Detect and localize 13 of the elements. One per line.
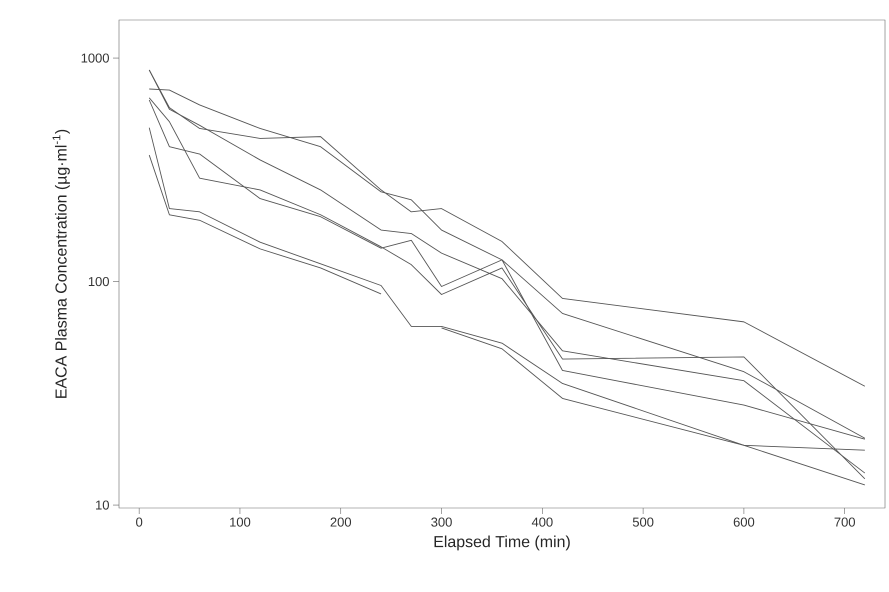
x-tick-label: 600 (734, 518, 754, 527)
x-tick-label: 200 (330, 518, 352, 527)
x-tick-label: 100 (230, 518, 250, 527)
y-tick-label: 1000 (82, 53, 109, 63)
y-axis-title: EACA Plasma Concentration (µg·ml$^{-1}$) (52, 130, 70, 398)
x-tick-label: 300 (431, 518, 452, 527)
x-tick-label: 700 (834, 518, 855, 527)
x-tick-label: 500 (632, 518, 654, 527)
y-tick-label: 10 (96, 500, 109, 510)
x-tick-label: 400 (532, 518, 553, 527)
x-axis-title: Elapsed Time (min) (434, 536, 570, 550)
x-tick-label: 0 (136, 518, 142, 527)
y-tick-label: 100 (88, 276, 109, 286)
